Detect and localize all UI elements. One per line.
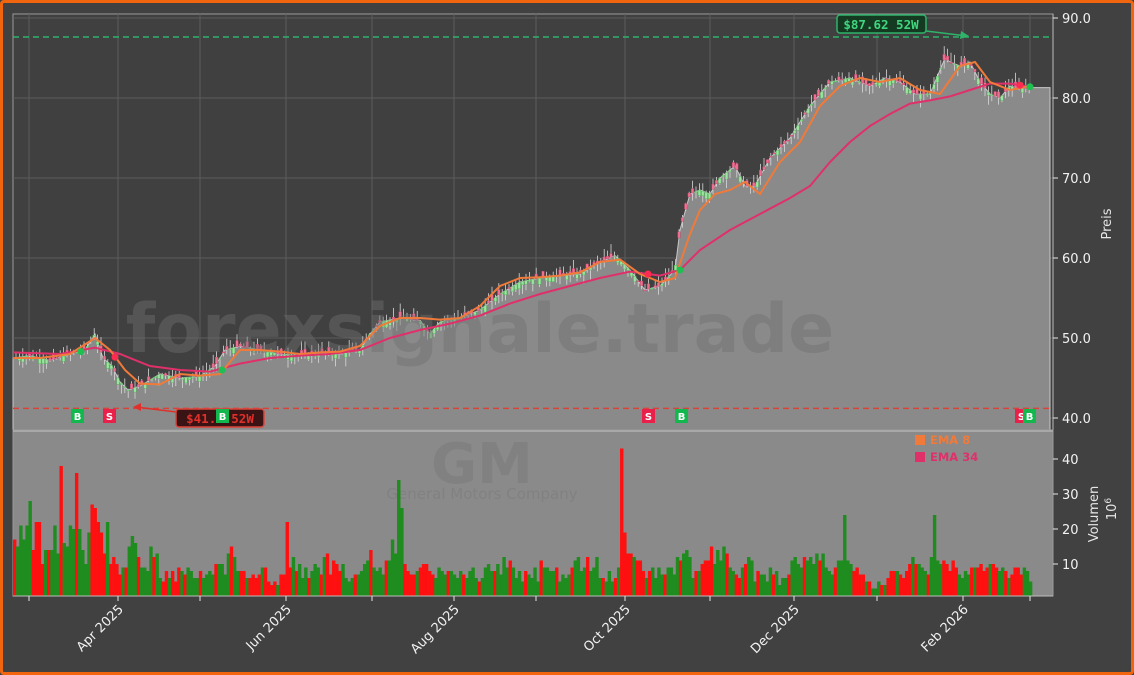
svg-text:80.0: 80.0: [1062, 92, 1091, 107]
svg-text:S: S: [1018, 412, 1025, 423]
x-tick-label: Dec 2025: [748, 602, 803, 657]
watermark: forexsignale.trade: [126, 290, 835, 369]
svg-text:70.0: 70.0: [1062, 172, 1091, 187]
volume-bars: [13, 448, 1033, 596]
svg-text:10: 10: [1062, 558, 1079, 573]
ticker-watermark: GM: [431, 432, 533, 497]
svg-text:40: 40: [1062, 453, 1079, 468]
volume-axis-title: Volumen: [1087, 486, 1102, 543]
low-52w-arrowhead: [133, 403, 141, 411]
svg-text:60.0: 60.0: [1062, 252, 1091, 267]
volume-panel: [12, 429, 1054, 597]
x-tick-label: Apr 2025: [74, 602, 127, 655]
ema34-legend-swatch: [915, 452, 925, 462]
company-watermark: General Motors Company: [386, 485, 577, 503]
svg-text:40.0: 40.0: [1062, 412, 1091, 427]
high-52w-arrowhead: [960, 31, 969, 39]
ema8-legend-swatch: [915, 435, 925, 445]
high-52w-badge: [836, 14, 927, 34]
x-tick-label: Feb 2026: [919, 602, 972, 655]
svg-text:B: B: [1026, 412, 1034, 423]
svg-text:B: B: [678, 412, 686, 423]
ema34-legend-label: EMA 34: [930, 450, 978, 464]
x-axis: Apr 2025 Jun 2025 Aug 2025 Oct 2025 Dec 2025…: [13, 595, 1053, 657]
ema8-legend-label: EMA 8: [930, 433, 970, 447]
high-52w-arrow: [925, 30, 968, 37]
high-52w-label: $87.62 52W: [843, 17, 919, 32]
x-tick-label: Oct 2025: [581, 602, 634, 655]
sell-signal-marker: S: [103, 409, 116, 423]
svg-text:S: S: [106, 412, 113, 423]
ema8-line: [13, 60, 1031, 386]
buy-signal-marker: B: [675, 409, 688, 423]
price-axis-title: Preis: [1100, 208, 1115, 239]
svg-text:B: B: [219, 412, 227, 423]
buy-signal-marker: B: [216, 409, 229, 423]
svg-text:30: 30: [1062, 488, 1079, 503]
svg-text:20: 20: [1062, 523, 1079, 538]
x-tick-label: Jun 2025: [243, 602, 295, 654]
crossover-markers: [77, 81, 1034, 374]
sell-signal-marker: S: [642, 409, 655, 423]
buy-signal-marker: B: [71, 409, 84, 423]
svg-text:90.0: 90.0: [1062, 12, 1091, 27]
svg-text:50.0: 50.0: [1062, 332, 1091, 347]
svg-text:S: S: [645, 412, 652, 423]
x-tick-label: Aug 2025: [408, 602, 463, 657]
volume-axis: 10 20 30 40: [1053, 453, 1079, 573]
low-52w-arrow: [135, 406, 177, 413]
price-axis: 40.0 50.0 60.0 70.0 80.0 90.0: [1052, 12, 1091, 430]
volume-axis-unit: 106: [1104, 498, 1120, 521]
buy-signal-marker: B: [1023, 409, 1036, 423]
svg-text:B: B: [74, 412, 82, 423]
